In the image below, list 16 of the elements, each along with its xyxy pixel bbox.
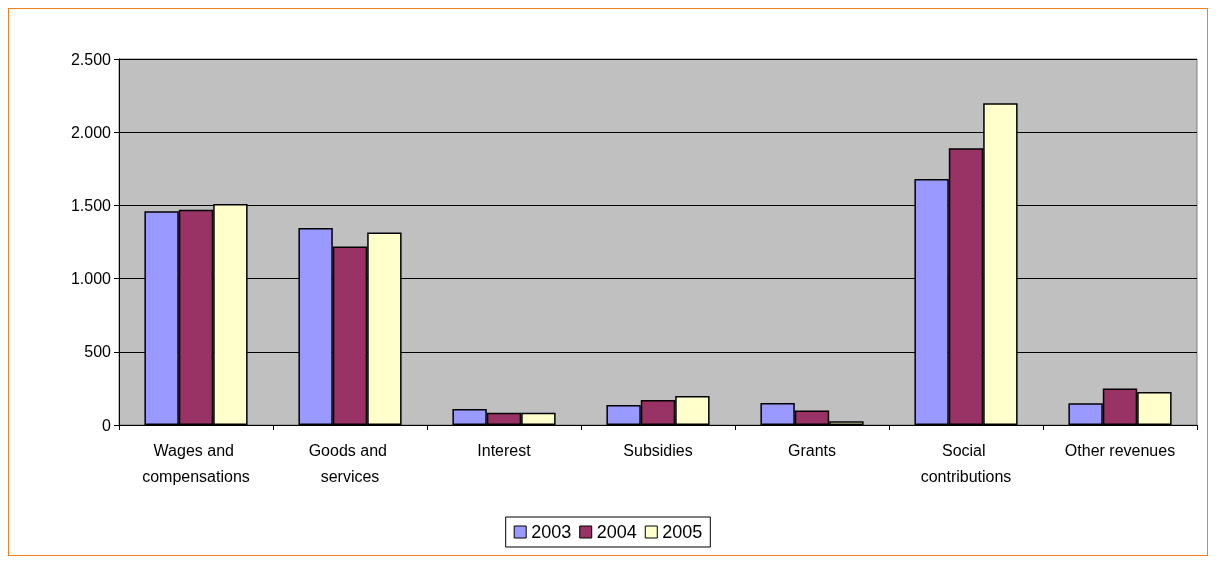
legend-label: 2005 <box>662 522 703 542</box>
x-tick-label: Goods and services <box>308 441 392 485</box>
x-tick-label: Grants <box>787 441 837 459</box>
x-tick-label: Social contributions <box>920 441 1012 485</box>
x-tick-label: Subsidies <box>623 441 693 459</box>
legend-label: 2003 <box>531 522 572 542</box>
x-tick-label: Wages and compensations <box>142 441 250 485</box>
x-tick-label: Interest <box>477 441 532 459</box>
y-tick-label: 1.500 <box>70 196 112 214</box>
legend-label: 2004 <box>596 522 637 542</box>
y-tick-label: 500 <box>84 343 112 361</box>
y-tick-label: 2.000 <box>70 123 112 141</box>
y-tick-label: 1.000 <box>70 270 112 288</box>
x-tick-label: Other revenues <box>1064 441 1176 459</box>
y-tick-label: 0 <box>102 416 112 434</box>
y-tick-label: 2.500 <box>70 50 112 68</box>
